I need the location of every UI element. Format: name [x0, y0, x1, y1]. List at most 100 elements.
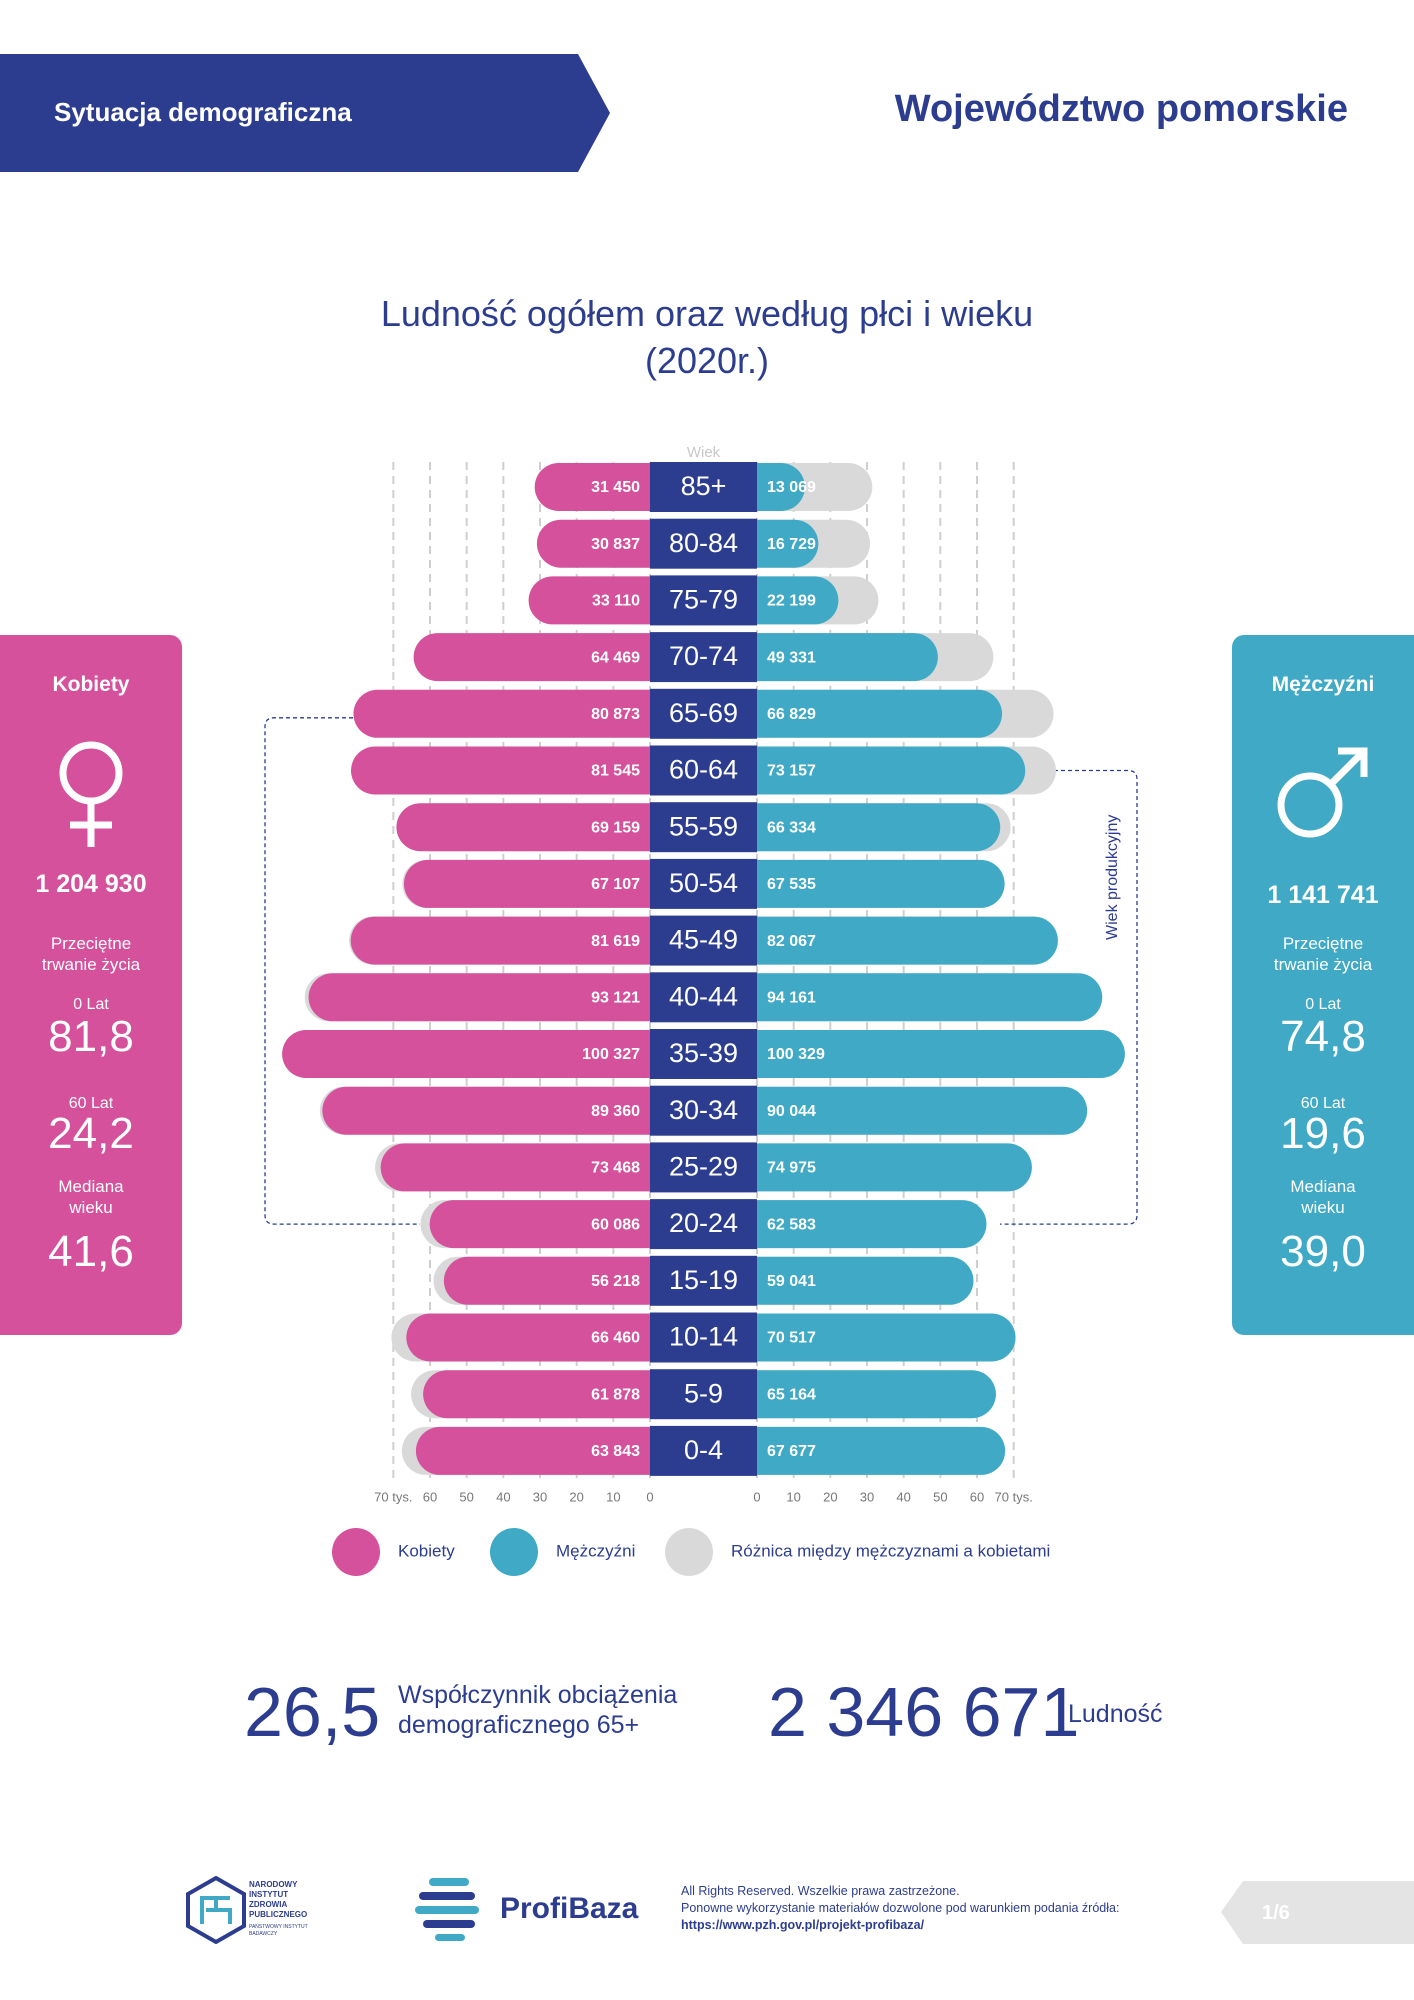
- x-tick-label: 30: [860, 1489, 874, 1504]
- category-label: 80-84: [669, 528, 738, 558]
- value-label: 90 044: [767, 1103, 816, 1120]
- age-cell: [650, 632, 757, 683]
- reuse: Ponowne wykorzystanie materiałów dozwolo…: [681, 1901, 1120, 1915]
- category-label: 35-39: [669, 1038, 738, 1068]
- median-label: Mediana wieku: [58, 1177, 124, 1217]
- age0-value: 74,8: [1280, 1012, 1366, 1061]
- bar: [757, 519, 819, 568]
- value-label: 73 157: [767, 763, 816, 780]
- x-tick-label: 20: [823, 1489, 837, 1504]
- x-tick-label: 40: [896, 1489, 910, 1504]
- value-label: 22 199: [767, 593, 816, 610]
- source-url: https://www.pzh.gov.pl/projekt-profibaza…: [681, 1918, 925, 1932]
- age60-label: 60 Lat: [68, 1095, 114, 1112]
- institute-sub: PAŃSTWOWY INSTYTUT BADAWCZY: [249, 1924, 308, 1937]
- bar: [413, 633, 650, 682]
- category-label: 45-49: [669, 925, 738, 955]
- age0-label: 0 Lat: [1305, 996, 1341, 1013]
- x-tick-label: 50: [933, 1489, 947, 1504]
- women-panel: Kobiety 1 204 930 Przeciętne trwanie życ…: [0, 635, 182, 1335]
- value-label: 73 468: [591, 1160, 640, 1177]
- x-tick-label: 70 tys.: [374, 1489, 412, 1504]
- bar: [353, 689, 650, 738]
- x-tick-label: 70 tys.: [995, 1489, 1033, 1504]
- age-cell: [650, 1085, 757, 1136]
- annotation: Wiek produkcyjny: [1104, 815, 1121, 940]
- bar: [528, 576, 650, 625]
- age-cell: [650, 858, 757, 909]
- bar: [396, 803, 650, 852]
- institute-name: NARODOWY INSTYTUT ZDROWIA PUBLICZNEGO: [249, 1880, 308, 1919]
- category-label: 55-59: [669, 811, 738, 841]
- value-label: 62 583: [767, 1216, 816, 1233]
- life-label: Przeciętne trwanie życia: [1273, 934, 1373, 974]
- bar: [757, 576, 839, 625]
- bar: [534, 463, 650, 511]
- brand-name: ProfiBaza: [500, 1892, 639, 1925]
- age60-value: 19,6: [1280, 1109, 1366, 1158]
- panel-total: 1 141 741: [1267, 881, 1379, 909]
- median-label: Mediana wieku: [1290, 1177, 1356, 1217]
- value-label: 100 327: [582, 1046, 640, 1063]
- age60-label: 60 Lat: [1300, 1095, 1346, 1112]
- category-label: 65-69: [669, 698, 738, 728]
- stat-value: 2 346 671: [768, 1673, 1080, 1751]
- age-cell: [650, 1029, 757, 1079]
- bar: [757, 916, 1058, 965]
- legend-swatch: [665, 1528, 713, 1576]
- category-label: 5-9: [684, 1378, 723, 1408]
- rights: All Rights Reserved. Wszelkie prawa zast…: [681, 1884, 960, 1898]
- bar: [757, 1030, 1125, 1078]
- value-label: 89 360: [591, 1103, 640, 1120]
- category-label: 60-64: [669, 755, 738, 785]
- men-panel: Mężczyźni 1 141 741 Przeciętne trwanie ż…: [1232, 635, 1414, 1335]
- value-label: 66 334: [767, 819, 816, 836]
- panel-total: 1 204 930: [35, 870, 147, 898]
- stat-value: 26,5: [244, 1673, 381, 1751]
- category-label: 40-44: [669, 981, 738, 1011]
- age-cell: [650, 1142, 757, 1193]
- bar: [757, 973, 1103, 1022]
- value-label: 70 517: [767, 1330, 816, 1347]
- category-label: 20-24: [669, 1208, 738, 1238]
- category-label: 0-4: [684, 1435, 723, 1465]
- category-label: 85+: [681, 471, 727, 501]
- legend-label: Mężczyźni: [556, 1541, 635, 1560]
- value-label: 66 460: [591, 1330, 640, 1347]
- age60-value: 24,2: [48, 1109, 134, 1158]
- age-cell: [650, 915, 757, 966]
- age-cell: [650, 518, 757, 569]
- bar: [757, 1143, 1032, 1192]
- bar: [757, 1256, 974, 1305]
- x-tick-label: 0: [646, 1489, 653, 1504]
- bar: [757, 1086, 1088, 1135]
- value-label: 100 329: [767, 1046, 825, 1063]
- chart: 0 0 10 10 20 20 30 30 40 40 50 50 60 60 70 tys. 70 tys.…: [264, 444, 1138, 1576]
- age0-value: 81,8: [48, 1012, 134, 1061]
- bar: [380, 1143, 650, 1192]
- nizp-logo: [186, 1876, 246, 1944]
- value-label: 65 164: [767, 1386, 816, 1403]
- x-tick-label: 60: [970, 1489, 984, 1504]
- x-tick-label: 20: [569, 1489, 583, 1504]
- age-cell: [650, 1425, 757, 1476]
- panel-title: Mężczyźni: [1271, 673, 1375, 696]
- legend-swatch: [332, 1528, 380, 1576]
- age-cell: [650, 462, 757, 512]
- bar: [351, 746, 650, 795]
- bracket: [1000, 769, 1138, 1225]
- category-label: 75-79: [669, 585, 738, 615]
- value-label: 81 545: [591, 763, 640, 780]
- bar: [415, 1426, 650, 1475]
- legend-label: Kobiety: [398, 1541, 455, 1560]
- bar: [350, 916, 650, 965]
- median-value: 41,6: [48, 1227, 134, 1276]
- age-cell: [650, 1312, 757, 1363]
- page-number: 1/6: [1262, 1902, 1290, 1924]
- stat-label: Ludność: [1068, 1700, 1163, 1728]
- value-label: 69 159: [591, 819, 640, 836]
- stat-label: Współczynnik obciążenia demograficznego …: [398, 1681, 678, 1739]
- bar: [443, 1256, 650, 1305]
- x-tick-label: 10: [786, 1489, 800, 1504]
- age-cell: [650, 972, 757, 1023]
